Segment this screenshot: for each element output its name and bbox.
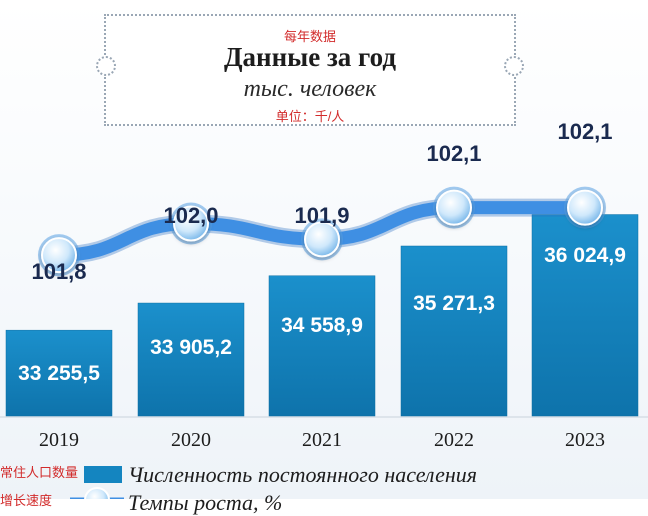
legend-growth-label: Темпы роста, % — [128, 490, 283, 515]
bar-value-label-2023: 36 024,9 — [544, 244, 626, 267]
x-tick-label-2021: 2021 — [302, 429, 342, 451]
x-tick-label-2020: 2020 — [171, 429, 211, 451]
x-tick-label-2022: 2022 — [434, 429, 474, 451]
bar-value-label-2019: 33 255,5 — [18, 362, 100, 385]
bar-value-label-2020: 33 905,2 — [150, 336, 232, 359]
bar-2019 — [5, 329, 113, 417]
legend-item-population: 常住人口数量 Численность постоянного населения — [0, 460, 648, 488]
bar-2020 — [137, 302, 245, 417]
growth-value-label-2021: 101,9 — [294, 203, 349, 228]
legend-item-growth: 增长速度 Темпы роста, % — [0, 488, 648, 516]
population-chart: 33 255,5 33 905,2 34 558,9 35 271,3 36 024,9… — [0, 119, 648, 499]
legend-bar-swatch — [84, 466, 122, 483]
growth-value-label-2019: 101,8 — [31, 259, 86, 284]
growth-marker-2022 — [436, 189, 472, 226]
bar-2023 — [531, 214, 639, 417]
unit-label-ru: тыс. человек — [243, 76, 377, 102]
growth-value-label-2022: 102,1 — [426, 141, 481, 166]
bar-2022 — [400, 245, 508, 417]
growth-marker-2019 — [41, 237, 77, 274]
x-tick-label-2019: 2019 — [39, 429, 79, 451]
bar-value-label-2021: 34 558,9 — [281, 314, 363, 337]
legend-population-label: Численность постоянного населения — [128, 462, 477, 487]
legend-population-cn: 常住人口数量 — [0, 465, 79, 480]
growth-value-label-2020: 102,0 — [163, 203, 218, 228]
legend-marker-swatch — [84, 487, 110, 499]
unit-label-cn: 单位：千/人 — [275, 109, 345, 124]
growth-marker-2023 — [567, 189, 603, 226]
growth-value-label-2023: 102,1 — [557, 119, 612, 144]
chart-title-box: 每年数据 Данные за год тыс. человек 单位：千/人 — [96, 14, 524, 126]
bar-value-label-2022: 35 271,3 — [413, 292, 495, 315]
growth-marker-2021 — [304, 221, 340, 258]
legend-growth-cn: 增长速度 — [0, 493, 53, 508]
title-cn: 每年数据 — [283, 29, 336, 44]
chart-title: Данные за год — [223, 42, 397, 72]
growth-marker-2020 — [173, 205, 209, 242]
x-tick-label-2023: 2023 — [565, 429, 605, 451]
bar-2021 — [268, 275, 376, 417]
